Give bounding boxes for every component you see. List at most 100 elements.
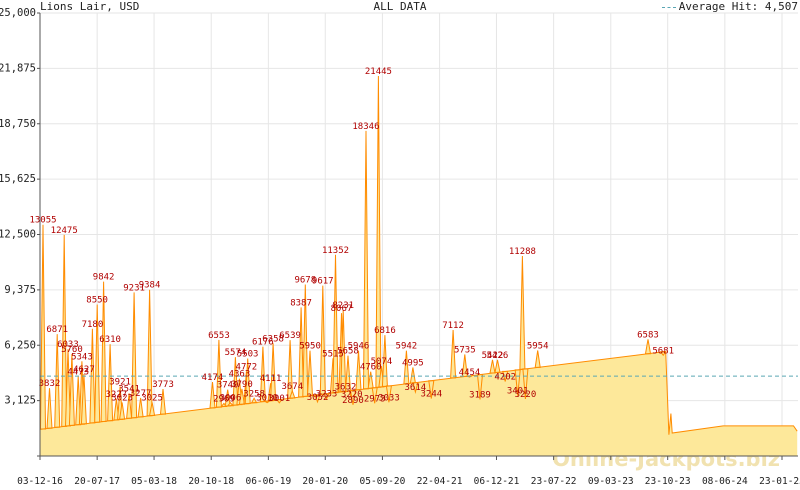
hit-value-label: 3052 bbox=[307, 393, 329, 403]
hit-value-label: 5074 bbox=[371, 357, 393, 367]
hit-value-label: 5574 bbox=[225, 348, 247, 358]
hit-value-label: 6583 bbox=[637, 330, 659, 340]
x-tick-label: 20-10-18 bbox=[188, 476, 234, 487]
hit-spike bbox=[494, 359, 501, 373]
hit-value-label: 6539 bbox=[279, 331, 301, 341]
hit-value-label: 9842 bbox=[93, 273, 115, 283]
hit-value-label: 6816 bbox=[374, 326, 396, 336]
hit-spike bbox=[534, 350, 541, 368]
hit-spike bbox=[332, 254, 339, 394]
hit-value-label: 4772 bbox=[236, 362, 258, 372]
hit-value-label: 9231 bbox=[123, 283, 145, 293]
hit-value-label: 5954 bbox=[527, 341, 549, 351]
x-tick-label: 06-12-21 bbox=[474, 476, 520, 487]
hit-value-label: 2890 bbox=[342, 396, 364, 406]
y-tick-label: 21,875 bbox=[0, 62, 36, 74]
hit-value-label: 5515 bbox=[322, 349, 344, 359]
hit-value-label: 12475 bbox=[51, 226, 78, 236]
hit-value-label: 4111 bbox=[260, 374, 282, 384]
average-legend-label: Average Hit: 4,507 bbox=[678, 0, 798, 13]
hit-value-label: 3773 bbox=[152, 380, 174, 390]
hit-value-label: 5760 bbox=[61, 345, 83, 355]
y-tick-label: 6,250 bbox=[4, 339, 36, 351]
hit-value-label: 3790 bbox=[231, 380, 253, 390]
hit-value-label: 2969 bbox=[213, 394, 235, 404]
hit-value-label: 4760 bbox=[360, 363, 382, 373]
hit-value-label: 5426 bbox=[487, 351, 509, 361]
hit-value-label: 3220 bbox=[515, 390, 537, 400]
x-tick-label: 03-12-16 bbox=[17, 476, 63, 487]
hit-value-label: 6871 bbox=[46, 325, 68, 335]
hit-value-label: 2973 bbox=[364, 394, 386, 404]
chart-title: Lions Lair, USD bbox=[40, 0, 140, 13]
hit-value-label: 3921 bbox=[109, 378, 131, 388]
hit-value-label: 6033 bbox=[57, 340, 79, 350]
y-tick-label: 15,625 bbox=[0, 173, 36, 185]
hit-value-label: 4627 bbox=[73, 365, 95, 375]
hit-value-label: 5343 bbox=[71, 352, 93, 362]
hit-value-label: 5735 bbox=[454, 345, 476, 355]
hit-value-label: 3220 bbox=[341, 390, 363, 400]
hit-value-label: 3006 bbox=[220, 394, 242, 404]
hit-value-label: 3189 bbox=[469, 390, 491, 400]
average-legend: Average Hit: 4,507 bbox=[661, 0, 798, 14]
hit-spike bbox=[46, 388, 53, 429]
x-tick-label: 23-07-22 bbox=[531, 476, 577, 487]
range-label: ALL DATA bbox=[373, 0, 427, 13]
hit-value-label: 6310 bbox=[99, 335, 121, 345]
hit-value-label: 3740 bbox=[217, 381, 239, 391]
average-legend-swatch bbox=[661, 6, 676, 8]
hit-value-label: 3277 bbox=[130, 389, 152, 399]
hit-value-label: 3244 bbox=[420, 390, 442, 400]
x-tick-label: 23-10-23 bbox=[645, 476, 691, 487]
hit-value-label: 3541 bbox=[118, 384, 140, 394]
hit-value-label: 5946 bbox=[348, 342, 370, 352]
x-tick-label: 09-03-23 bbox=[588, 476, 634, 487]
x-tick-label: 05-09-20 bbox=[360, 476, 406, 487]
hit-spike bbox=[409, 367, 416, 384]
hit-value-label: 3233 bbox=[316, 390, 338, 400]
hit-spike bbox=[319, 285, 326, 395]
hit-value-label: 3227 bbox=[106, 390, 128, 400]
x-tick-label: 08-06-24 bbox=[702, 476, 748, 487]
hit-value-label: 4995 bbox=[402, 358, 424, 368]
hit-spike bbox=[270, 343, 277, 401]
hit-value-label: 5503 bbox=[237, 349, 259, 359]
hit-value-label: 3025 bbox=[141, 393, 163, 403]
hit-value-label: 4473 bbox=[67, 368, 89, 378]
x-tick-label: 06-06-19 bbox=[245, 476, 291, 487]
hit-value-label: 18346 bbox=[352, 122, 379, 132]
hit-value-label: 4363 bbox=[229, 370, 251, 380]
hit-spike bbox=[644, 339, 652, 355]
hit-value-label: 4454 bbox=[459, 368, 481, 378]
hit-value-label: 11288 bbox=[509, 247, 536, 257]
hit-value-label: 4202 bbox=[494, 373, 516, 383]
hit-value-label: 11352 bbox=[322, 246, 349, 256]
x-tick-label: 23-01-25 bbox=[759, 476, 800, 487]
hit-value-label: 8231 bbox=[332, 301, 354, 311]
hit-spike bbox=[519, 255, 526, 370]
hit-value-label: 3614 bbox=[405, 383, 427, 393]
hit-value-label: 7180 bbox=[82, 320, 104, 330]
hit-spike bbox=[489, 359, 496, 374]
hit-value-label: 3023 bbox=[111, 393, 133, 403]
hit-value-label: 8550 bbox=[86, 295, 108, 305]
hit-value-label: 3632 bbox=[335, 383, 357, 393]
hit-spike bbox=[39, 224, 47, 430]
hit-value-label: 6176 bbox=[252, 338, 274, 348]
y-tick-label: 9,375 bbox=[4, 284, 36, 296]
hit-value-label: 13055 bbox=[29, 216, 56, 226]
x-axis-ticks: 03-12-16 20-07-17 05-03-18 20-10-18 06-06-19… bbox=[17, 456, 800, 487]
hit-value-label: 4174 bbox=[202, 373, 224, 383]
x-tick-label: 20-01-20 bbox=[302, 476, 348, 487]
hit-value-label: 3001 bbox=[269, 394, 291, 404]
hit-value-label: 3832 bbox=[39, 379, 61, 389]
hit-value-label: 9678 bbox=[294, 276, 316, 286]
hit-value-label: 3674 bbox=[281, 382, 303, 392]
hit-value-label: 5942 bbox=[396, 342, 418, 352]
x-tick-label: 20-07-17 bbox=[74, 476, 120, 487]
hit-value-label: 6553 bbox=[208, 331, 230, 341]
hit-value-label: 6358 bbox=[262, 334, 284, 344]
